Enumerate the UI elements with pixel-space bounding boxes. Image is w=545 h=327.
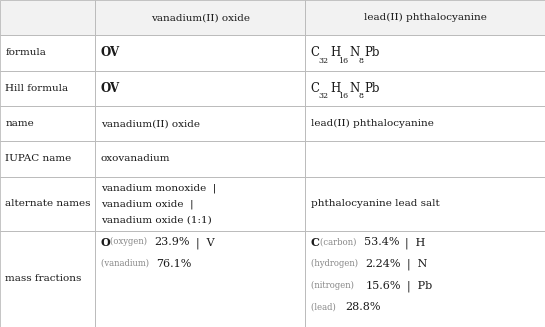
Text: N: N	[350, 46, 360, 60]
Text: 16: 16	[338, 57, 349, 65]
Bar	[0, 106, 95, 141]
Text: C: C	[311, 237, 319, 248]
Bar	[305, 0, 545, 35]
Bar	[95, 71, 305, 106]
Bar	[305, 106, 545, 141]
Text: alternate names: alternate names	[5, 199, 91, 208]
Text: OV: OV	[101, 46, 120, 60]
Bar	[0, 0, 95, 35]
Text: N: N	[350, 82, 360, 95]
Bar	[95, 141, 305, 177]
Text: vanadium(II) oxide: vanadium(II) oxide	[101, 119, 200, 128]
Text: |  N: | N	[400, 259, 427, 270]
Text: 15.6%: 15.6%	[366, 281, 401, 291]
Text: (vanadium): (vanadium)	[101, 259, 152, 268]
Bar	[305, 71, 545, 106]
Bar	[95, 106, 305, 141]
Text: 76.1%: 76.1%	[156, 259, 191, 269]
Text: (lead): (lead)	[311, 302, 338, 311]
Text: (carbon): (carbon)	[320, 237, 359, 246]
Bar	[305, 177, 545, 231]
Bar	[0, 177, 95, 231]
Text: (oxygen): (oxygen)	[110, 237, 150, 247]
Bar	[305, 231, 545, 327]
Text: Pb: Pb	[365, 82, 380, 95]
Bar	[0, 141, 95, 177]
Text: IUPAC name: IUPAC name	[5, 154, 72, 164]
Text: lead(II) phthalocyanine: lead(II) phthalocyanine	[311, 119, 433, 128]
Text: name: name	[5, 119, 34, 128]
Bar	[305, 141, 545, 177]
Bar	[95, 35, 305, 71]
Bar	[95, 231, 305, 327]
Text: H: H	[330, 46, 341, 60]
Bar	[0, 35, 95, 71]
Text: 8: 8	[358, 92, 363, 100]
Text: C: C	[311, 82, 320, 95]
Bar	[0, 71, 95, 106]
Bar	[95, 0, 305, 35]
Text: mass fractions: mass fractions	[5, 274, 82, 283]
Bar	[95, 35, 305, 71]
Bar	[0, 35, 95, 71]
Bar	[305, 106, 545, 141]
Text: 16: 16	[338, 92, 349, 100]
Text: 23.9%: 23.9%	[154, 237, 190, 247]
Bar	[95, 106, 305, 141]
Text: O: O	[101, 237, 111, 248]
Bar	[305, 141, 545, 177]
Bar	[0, 231, 95, 327]
Bar	[305, 177, 545, 231]
Bar	[0, 0, 95, 35]
Text: 28.8%: 28.8%	[345, 302, 380, 312]
Text: |  Pb: | Pb	[400, 281, 432, 292]
Bar	[305, 35, 545, 71]
Bar	[0, 71, 95, 106]
Bar	[95, 0, 305, 35]
Text: |  H: | H	[398, 237, 426, 249]
Bar	[95, 141, 305, 177]
Text: 8: 8	[358, 57, 363, 65]
Text: phthalocyanine lead salt: phthalocyanine lead salt	[311, 199, 439, 208]
Text: C: C	[311, 46, 320, 60]
Text: 32: 32	[319, 92, 329, 100]
Bar	[95, 177, 305, 231]
Text: H: H	[330, 82, 341, 95]
Text: Hill formula: Hill formula	[5, 84, 69, 93]
Text: oxovanadium: oxovanadium	[101, 154, 171, 164]
Bar	[95, 177, 305, 231]
Text: OV: OV	[101, 82, 120, 95]
Bar	[305, 231, 545, 327]
Text: 32: 32	[319, 57, 329, 65]
Bar	[0, 106, 95, 141]
Text: 2.24%: 2.24%	[366, 259, 401, 269]
Text: formula: formula	[5, 48, 46, 58]
Text: vanadium(II) oxide: vanadium(II) oxide	[151, 13, 250, 22]
Text: |  V: | V	[189, 237, 214, 249]
Bar	[305, 35, 545, 71]
Text: (nitrogen): (nitrogen)	[311, 281, 356, 290]
Bar	[0, 177, 95, 231]
Text: (hydrogen): (hydrogen)	[311, 259, 361, 268]
Text: vanadium oxide (1:1): vanadium oxide (1:1)	[101, 215, 211, 224]
Text: vanadium monoxide  |: vanadium monoxide |	[101, 183, 216, 193]
Bar	[95, 71, 305, 106]
Text: vanadium oxide  |: vanadium oxide |	[101, 199, 193, 209]
Bar	[0, 231, 95, 327]
Bar	[305, 0, 545, 35]
Text: 53.4%: 53.4%	[364, 237, 399, 247]
Bar	[95, 231, 305, 327]
Bar	[0, 141, 95, 177]
Text: Pb: Pb	[365, 46, 380, 60]
Text: lead(II) phthalocyanine: lead(II) phthalocyanine	[364, 13, 487, 22]
Bar	[305, 71, 545, 106]
